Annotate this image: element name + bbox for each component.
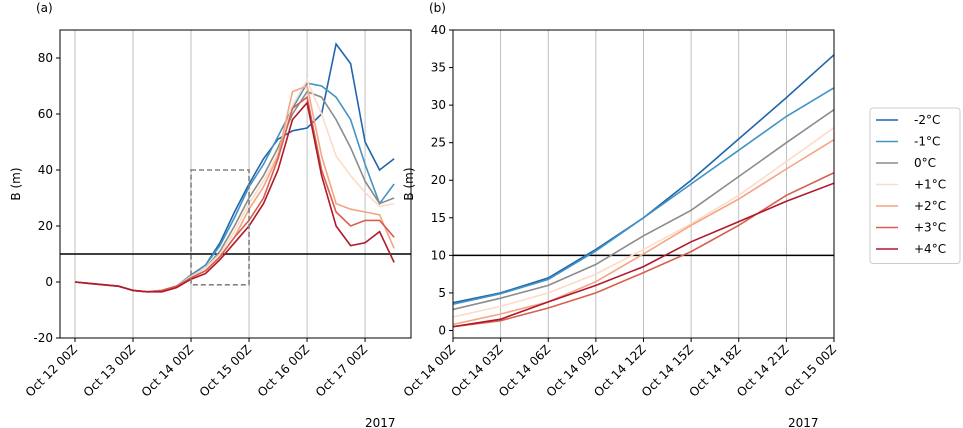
y-tick-label: 5 (438, 286, 446, 300)
series-line (453, 182, 834, 328)
plot-frame (59, 29, 412, 339)
series-line (453, 108, 834, 311)
series-line (453, 127, 834, 318)
x-tick-label: Oct 17 00Z (313, 342, 370, 399)
x-tick-label: Oct 12 00Z (23, 342, 80, 399)
y-tick-label: 0 (45, 275, 53, 289)
y-tick-label: 35 (431, 61, 446, 75)
series-line (74, 90, 395, 293)
x-tick-label: Oct 13 00Z (81, 342, 138, 399)
x-tick-label: Oct 16 00Z (255, 342, 312, 399)
x-tick-label: Oct 15 00Z (197, 342, 254, 399)
y-tick-label: -20 (33, 331, 53, 345)
y-tick-label: 25 (431, 136, 446, 150)
y-tick-label: 20 (431, 173, 446, 187)
legend-label: +3°C (914, 221, 946, 235)
series-line (74, 95, 395, 293)
x-offset-label: 2017 (788, 416, 819, 428)
series-line (74, 82, 395, 293)
legend-label: +2°C (914, 199, 946, 213)
y-tick-label: 40 (38, 163, 53, 177)
y-tick-label: 40 (431, 23, 446, 37)
y-tick-label: 60 (38, 107, 53, 121)
series-line (453, 171, 834, 328)
legend-label: -2°C (914, 113, 940, 127)
series-line (74, 101, 395, 293)
legend-label: +1°C (914, 178, 946, 192)
y-tick-label: 80 (38, 51, 53, 65)
y-axis-label: B (m) (9, 167, 23, 200)
highlight-box (190, 169, 250, 286)
y-tick-label: 20 (38, 219, 53, 233)
panel-title: (a) (36, 1, 53, 15)
y-tick-label: 30 (431, 98, 446, 112)
x-offset-label: 2017 (365, 416, 396, 428)
panel-title: (b) (429, 1, 446, 15)
y-tick-label: 15 (431, 211, 446, 225)
series-line (453, 139, 834, 326)
legend-label: -1°C (914, 135, 940, 149)
series-line (74, 84, 395, 293)
legend-frame (869, 107, 961, 264)
x-tick-label: Oct 14 00Z (139, 342, 196, 399)
legend-label: 0°C (914, 156, 936, 170)
plot-frame (452, 29, 835, 339)
y-axis-label: B (m) (402, 167, 416, 200)
y-tick-label: 0 (438, 323, 446, 337)
x-tick-label: Oct 15 00Z (782, 342, 839, 399)
legend-label: +4°C (914, 242, 946, 256)
y-tick-label: 10 (431, 248, 446, 262)
series-line (453, 87, 834, 305)
